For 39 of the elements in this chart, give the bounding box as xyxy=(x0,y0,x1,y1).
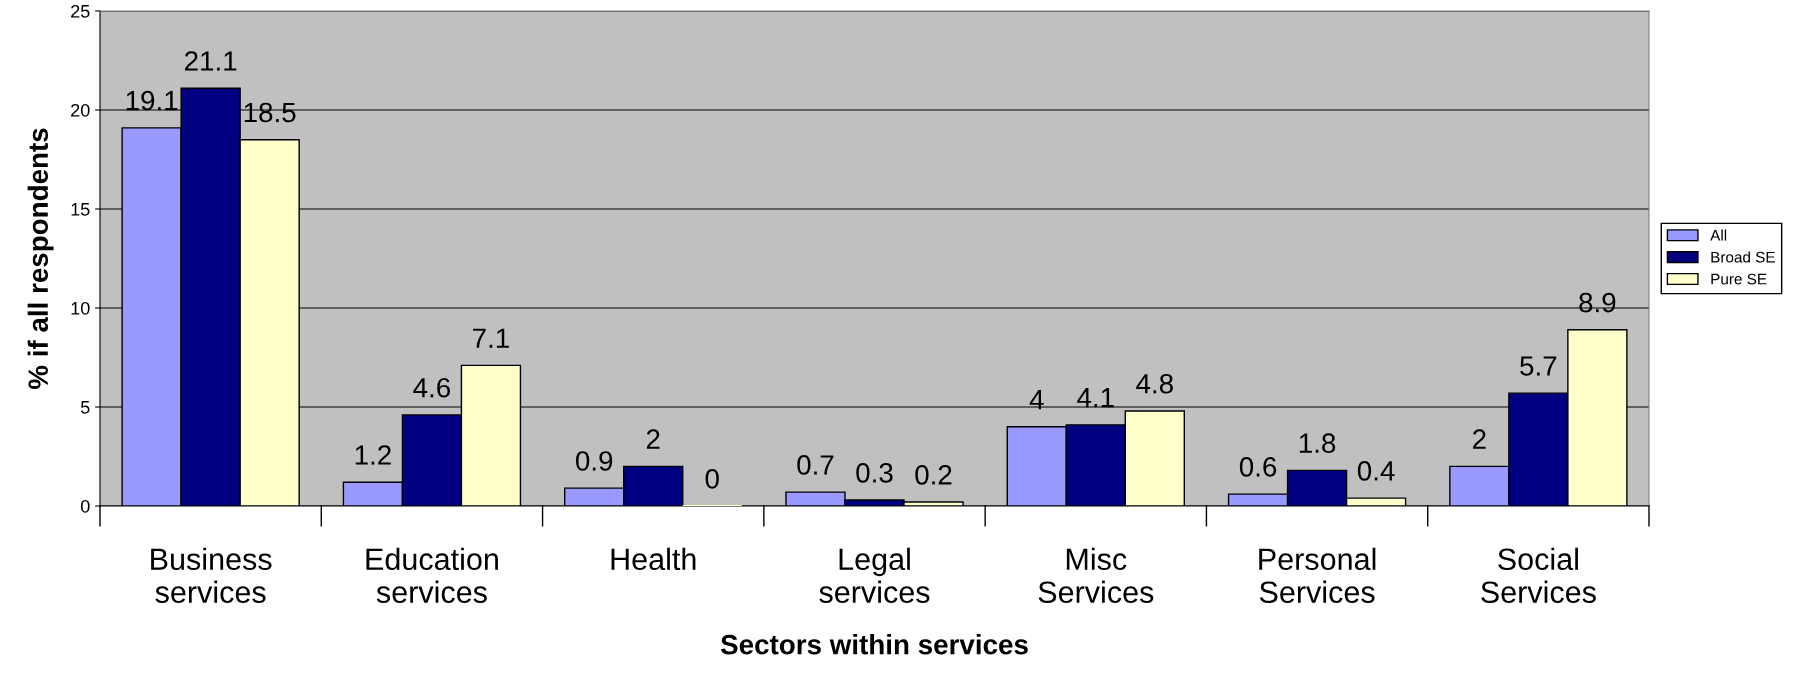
data-label: 0.6 xyxy=(1239,457,1277,477)
data-label: 0.7 xyxy=(797,455,834,475)
y-tick-label: 0 xyxy=(80,499,90,513)
data-label: 2 xyxy=(646,429,660,449)
data-label: 1.2 xyxy=(355,445,391,465)
legend-label: All xyxy=(1710,229,1727,241)
data-label: 0 xyxy=(705,468,719,489)
data-label: 1.8 xyxy=(1299,433,1336,453)
x-tick-label: Social Services xyxy=(1481,547,1596,604)
data-label: 0.2 xyxy=(915,465,952,485)
y-tick-label: 20 xyxy=(71,103,90,117)
data-label: 4.6 xyxy=(413,377,451,398)
legend-label: Broad SE xyxy=(1711,251,1775,263)
x-tick-label: Education services xyxy=(366,547,498,604)
x-tick-label: Misc Services xyxy=(1038,547,1154,604)
x-tick-label: Personal Services xyxy=(1259,547,1376,604)
data-label: 18.5 xyxy=(244,102,296,123)
data-label: 4.8 xyxy=(1136,373,1173,394)
x-tick-label: Health xyxy=(611,547,696,571)
data-label: 2 xyxy=(1473,429,1486,449)
y-tick-label: 5 xyxy=(80,401,90,414)
data-label: 0.4 xyxy=(1357,461,1395,481)
y-axis-title: % if all respondents xyxy=(27,128,54,389)
x-tick-label: Legal services xyxy=(819,547,930,604)
data-label: 7.1 xyxy=(473,328,509,348)
legend-label: Pure SE xyxy=(1711,273,1767,285)
data-label: 0.3 xyxy=(856,463,893,483)
y-tick-label: 25 xyxy=(71,4,90,18)
data-label: 0.9 xyxy=(575,451,613,471)
y-tick-label: 10 xyxy=(71,301,90,315)
data-label: 4.1 xyxy=(1077,388,1114,408)
y-tick-label: 15 xyxy=(71,203,90,216)
data-label: 8.9 xyxy=(1579,292,1616,313)
data-label: 4 xyxy=(1029,390,1044,410)
data-label: 5.7 xyxy=(1520,356,1557,376)
data-label: 21.1 xyxy=(185,51,237,71)
x-axis-title: Sectors within services xyxy=(720,634,1028,655)
data-label: 19.1 xyxy=(126,90,178,111)
x-tick-label: Business services xyxy=(151,547,272,604)
